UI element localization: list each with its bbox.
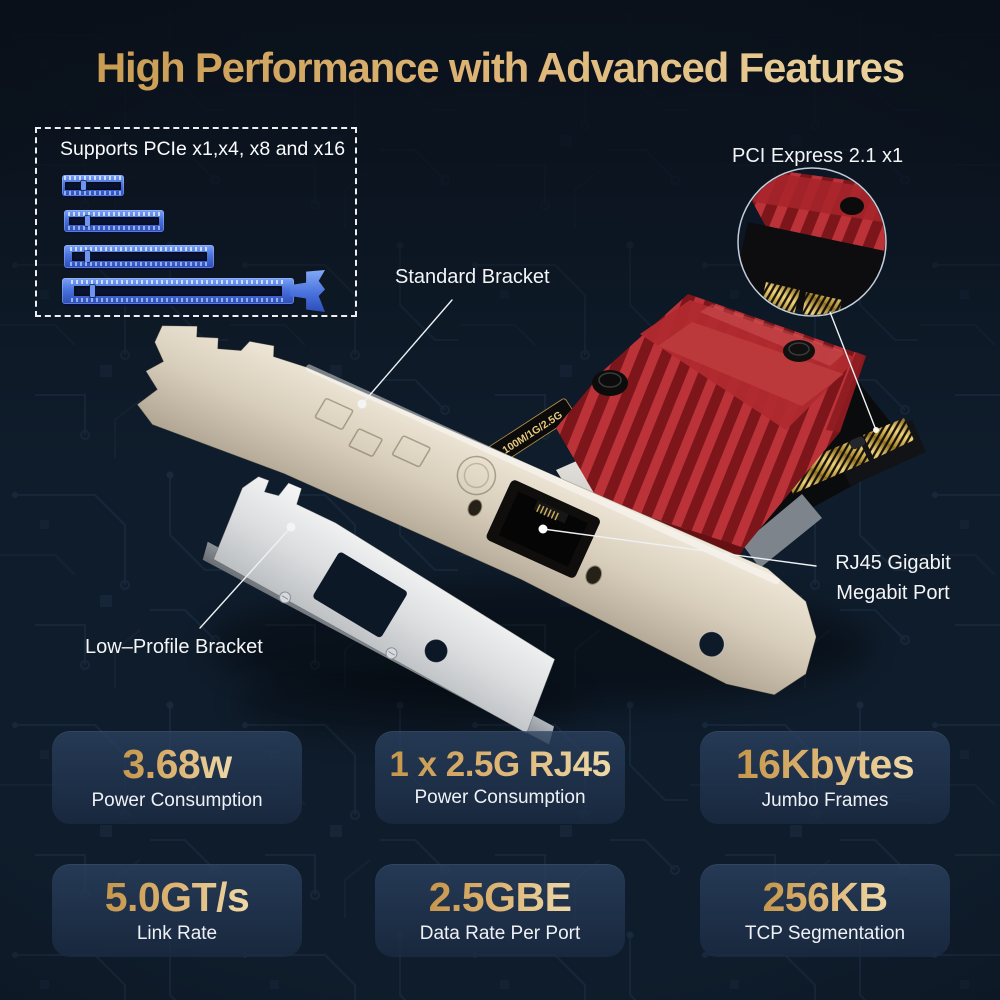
slot-key bbox=[89, 285, 95, 297]
slot-groove bbox=[65, 181, 121, 190]
leader-low-profile bbox=[199, 526, 292, 629]
stat-label: Data Rate Per Port bbox=[419, 922, 581, 944]
pcie-slot-x16 bbox=[62, 278, 294, 304]
slot-groove bbox=[73, 286, 283, 296]
slot-key bbox=[80, 180, 86, 191]
push-pin-icon bbox=[592, 370, 628, 396]
stat-value: 2.5GBE bbox=[428, 873, 572, 920]
slot-pins bbox=[64, 190, 122, 195]
leader-pci-express bbox=[829, 311, 877, 431]
callout-low-profile-bracket: Low–Profile Bracket bbox=[85, 636, 263, 658]
slot-pins bbox=[71, 298, 285, 303]
slot-groove bbox=[69, 216, 159, 226]
callout-pci-express: PCI Express 2.1 x1 bbox=[732, 145, 904, 167]
screw-hole bbox=[467, 499, 483, 517]
mounting-hole bbox=[698, 631, 725, 658]
pcie-support-title: Supports PCIe x1,x4, x8 and x16 bbox=[60, 138, 346, 160]
pcie-support-box: Supports PCIe x1,x4, x8 and x16 bbox=[35, 127, 357, 317]
stat-value: 16Kbytes bbox=[735, 740, 915, 787]
slot-pins bbox=[70, 262, 208, 267]
mounting-hole bbox=[424, 638, 449, 663]
slot-pins bbox=[71, 279, 285, 284]
pcie-slot-x4 bbox=[64, 210, 164, 232]
stat-card-ports: 1 x 2.5G RJ45 Power Consumption bbox=[375, 731, 625, 824]
callout-standard-bracket: Standard Bracket bbox=[395, 266, 550, 288]
leader-dot bbox=[286, 522, 296, 532]
stat-card-data-rate: 2.5GBE Data Rate Per Port bbox=[375, 864, 625, 957]
stat-value: 5.0GT/s bbox=[104, 873, 250, 920]
stat-label: Power Consumption bbox=[91, 789, 263, 811]
slot-pins bbox=[64, 176, 122, 181]
leader-standard-bracket bbox=[361, 299, 453, 405]
stat-card-tcp-segmentation: 256KB TCP Segmentation bbox=[700, 864, 950, 957]
callout-rj45-port: RJ45 Gigabit Megabit Port bbox=[818, 548, 968, 608]
leader-rj45-port bbox=[542, 528, 817, 567]
bracket-embossing bbox=[314, 398, 497, 496]
callout-rj45-line1: RJ45 Gigabit bbox=[835, 552, 951, 574]
stat-value: 1 x 2.5G RJ45 bbox=[389, 744, 611, 784]
stat-label: Power Consumption bbox=[414, 786, 586, 808]
slot-pins bbox=[70, 246, 208, 251]
slot-key bbox=[85, 216, 90, 226]
page-title: High Performance with Advanced Features bbox=[0, 44, 1000, 92]
pcie-slot-x1 bbox=[62, 175, 124, 196]
lp-cutout bbox=[313, 552, 407, 638]
rail-screw-icon bbox=[279, 591, 398, 660]
magnifier-inset bbox=[737, 167, 887, 317]
pcie-slot-latch-icon bbox=[290, 270, 325, 312]
leader-dot bbox=[357, 399, 367, 409]
stat-label: Jumbo Frames bbox=[761, 789, 889, 811]
gold-connector-graphic bbox=[782, 418, 926, 494]
pcie-slot-x8 bbox=[64, 245, 214, 268]
stat-label: TCP Segmentation bbox=[744, 922, 906, 944]
callout-rj45-line2: Megabit Port bbox=[836, 582, 950, 604]
leader-dot bbox=[873, 427, 879, 433]
stat-card-link-rate: 5.0GT/s Link Rate bbox=[52, 864, 302, 957]
stat-value: 256KB bbox=[762, 873, 888, 920]
stat-card-jumbo-frames: 16Kbytes Jumbo Frames bbox=[700, 731, 950, 824]
slot-pins bbox=[68, 211, 160, 216]
slot-pins bbox=[68, 226, 160, 231]
slot-groove bbox=[71, 252, 207, 261]
stat-value: 3.68w bbox=[122, 740, 232, 787]
stat-label: Link Rate bbox=[136, 922, 218, 944]
stat-card-power: 3.68w Power Consumption bbox=[52, 731, 302, 824]
screw-hole bbox=[585, 565, 603, 585]
leader-lines bbox=[199, 299, 877, 629]
slot-key bbox=[85, 251, 90, 262]
leader-dot bbox=[538, 524, 548, 534]
magnifier-circle-icon bbox=[737, 167, 887, 317]
